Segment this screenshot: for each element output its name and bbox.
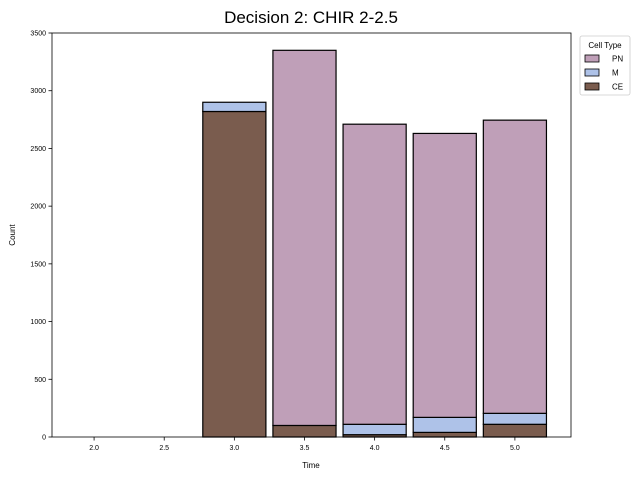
bars-group (202, 49, 548, 438)
legend-swatch-m (584, 68, 600, 77)
y-tick-label: 1000 (30, 319, 46, 326)
y-tick-label: 3000 (30, 88, 46, 95)
bar-ce-3.5 (272, 424, 337, 438)
y-axis: 0 500 1000 1500 2000 2500 3000 3500 (30, 31, 52, 442)
legend: Cell Type PN M CE (579, 35, 631, 96)
x-tick-label: 4.0 (370, 445, 380, 452)
bar-m-3.0 (202, 101, 267, 113)
x-axis: 2.0 2.5 3.0 3.5 4.0 4.5 5.0 (89, 437, 520, 452)
y-tick-label: 2000 (30, 204, 46, 211)
bar-pn-4.0 (342, 123, 407, 425)
plot-frame (51, 32, 572, 438)
bar-ce-3.0 (202, 110, 267, 438)
y-tick-label: 1500 (30, 261, 46, 268)
legend-box (579, 35, 631, 96)
bar-ce-5.0 (482, 423, 548, 438)
legend-label-pn: PN (612, 55, 623, 64)
x-tick-label: 2.0 (89, 445, 99, 452)
x-tick-label: 5.0 (510, 445, 520, 452)
legend-title: Cell Type (588, 41, 622, 50)
x-tick-label: 3.0 (229, 445, 239, 452)
x-tick-label: 2.5 (159, 445, 169, 452)
legend-label-m: M (612, 69, 619, 78)
bar-m-5.0 (482, 412, 548, 425)
x-tick-label: 3.5 (300, 445, 310, 452)
x-tick-label: 4.5 (440, 445, 450, 452)
legend-swatch-pn (584, 54, 600, 63)
y-tick-label: 3500 (30, 31, 46, 38)
y-tick-label: 0 (42, 435, 46, 442)
x-axis-label: Time (302, 461, 320, 470)
legend-label-ce: CE (612, 83, 623, 92)
y-axis-label: Count (8, 224, 17, 246)
y-tick-label: 500 (34, 377, 46, 384)
bar-pn-5.0 (482, 119, 548, 414)
chart-title: Decision 2: CHIR 2-2.5 (224, 8, 398, 27)
bar-m-4.5 (412, 416, 477, 433)
bar-pn-3.5 (272, 49, 337, 427)
y-tick-label: 2500 (30, 146, 46, 153)
bar-pn-4.5 (412, 132, 477, 418)
legend-swatch-ce (584, 82, 600, 91)
bar-m-4.0 (342, 423, 407, 436)
bar-ce-4.5 (412, 431, 477, 438)
